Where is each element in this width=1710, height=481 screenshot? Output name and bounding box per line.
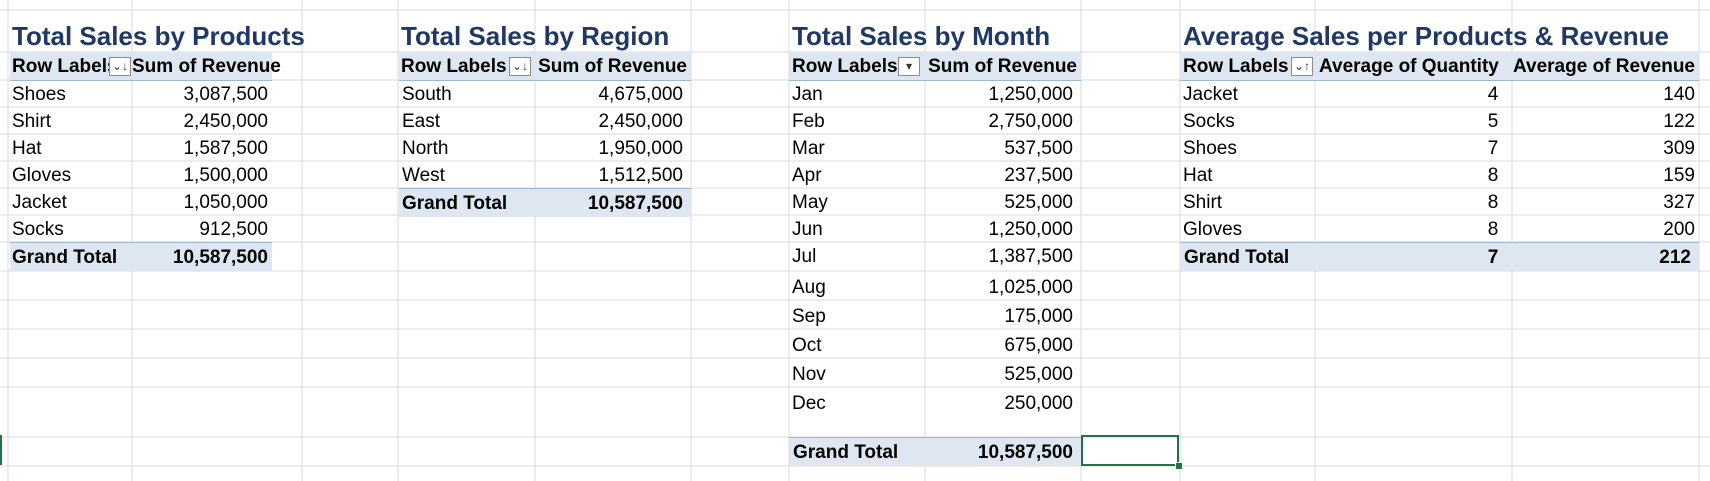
products-value-header: Sum of Revenue: [132, 52, 281, 81]
average-row-rev[interactable]: 140: [1663, 84, 1695, 105]
month-value-header: Sum of Revenue: [925, 52, 1081, 81]
average-row-label[interactable]: Shoes: [1183, 138, 1237, 159]
month-row-value[interactable]: 1,250,000: [988, 219, 1073, 240]
month-grand-total-value[interactable]: 10,587,500: [925, 437, 1081, 466]
average-row-label[interactable]: Shirt: [1183, 192, 1223, 213]
region-row-value[interactable]: 1,950,000: [598, 138, 683, 159]
average-revenue-header: Average of Revenue: [1512, 52, 1699, 81]
average-row-labels-header[interactable]: Row Labels ⌄↑: [1180, 52, 1315, 81]
average-row-rev[interactable]: 327: [1663, 192, 1695, 213]
month-row-value[interactable]: 1,387,500: [988, 246, 1073, 267]
average-pivot-title: Average Sales per Products & Revenue: [1183, 21, 1670, 51]
average-row-rev[interactable]: 200: [1663, 219, 1695, 240]
region-pivot-title: Total Sales by Region: [401, 21, 670, 51]
sort-descending-filter-icon[interactable]: ⌄↓: [509, 57, 531, 76]
products-row-value[interactable]: 1,050,000: [183, 192, 268, 213]
month-row-value[interactable]: 525,000: [1004, 192, 1073, 213]
month-grand-total-label[interactable]: Grand Total: [789, 437, 925, 466]
selected-cell[interactable]: [1081, 435, 1179, 466]
month-row-label[interactable]: Jun: [792, 219, 823, 240]
products-row-label[interactable]: Shoes: [12, 84, 66, 105]
month-row-label[interactable]: Jan: [792, 84, 823, 105]
month-row-label[interactable]: May: [792, 192, 828, 213]
region-row-label[interactable]: North: [402, 138, 449, 159]
month-row-labels-text: Row Labels: [792, 56, 898, 77]
month-row-label[interactable]: Apr: [792, 165, 822, 186]
region-grand-total-label[interactable]: Grand Total: [399, 188, 535, 217]
month-row-value[interactable]: 250,000: [1004, 393, 1073, 414]
average-row-qty[interactable]: 8: [1487, 192, 1499, 213]
products-row-label[interactable]: Shirt: [12, 111, 52, 132]
region-row-label[interactable]: South: [402, 84, 452, 105]
average-row-qty[interactable]: 7: [1487, 138, 1499, 159]
active-row-indicator: [0, 435, 2, 465]
products-row-label[interactable]: Hat: [12, 138, 42, 159]
average-row-qty[interactable]: 5: [1487, 111, 1499, 132]
month-row-label[interactable]: Nov: [792, 364, 826, 385]
region-row-label[interactable]: East: [402, 111, 441, 132]
average-row-label[interactable]: Hat: [1183, 165, 1213, 186]
products-row-labels-header[interactable]: Row Labels ⌄↓: [10, 52, 132, 81]
region-grand-total-value[interactable]: 10,587,500: [535, 188, 691, 217]
month-row-label[interactable]: Mar: [792, 138, 825, 159]
products-row-label[interactable]: Jacket: [12, 192, 67, 213]
month-row-value[interactable]: 1,025,000: [988, 277, 1073, 298]
average-row-label[interactable]: Socks: [1183, 111, 1235, 132]
region-row-labels-text: Row Labels: [401, 56, 507, 77]
month-row-label[interactable]: Feb: [792, 111, 825, 132]
month-pivot-title: Total Sales by Month: [792, 21, 1051, 51]
products-grand-total-label[interactable]: Grand Total: [10, 242, 132, 271]
products-pivot-title: Total Sales by Products: [12, 21, 305, 51]
average-row-label[interactable]: Gloves: [1183, 219, 1243, 240]
average-quantity-header: Average of Quantity: [1315, 52, 1512, 81]
average-row-rev[interactable]: 159: [1663, 165, 1695, 186]
products-row-labels-text: Row Labels: [12, 56, 118, 77]
region-row-label[interactable]: West: [402, 165, 445, 186]
average-row-rev[interactable]: 309: [1663, 138, 1695, 159]
products-row-value[interactable]: 912,500: [199, 219, 268, 240]
products-row-label[interactable]: Gloves: [12, 165, 72, 186]
average-row-label[interactable]: Jacket: [1183, 84, 1238, 105]
month-row-label[interactable]: Dec: [792, 393, 826, 414]
products-row-value[interactable]: 1,500,000: [183, 165, 268, 186]
month-row-label[interactable]: Oct: [792, 335, 822, 356]
average-row-qty[interactable]: 8: [1487, 219, 1499, 240]
dropdown-filter-icon[interactable]: ▾: [898, 57, 920, 76]
month-row-label[interactable]: Sep: [792, 306, 826, 327]
average-grand-total-label[interactable]: Grand Total: [1180, 242, 1315, 271]
month-row-label[interactable]: Jul: [792, 246, 817, 267]
region-row-value[interactable]: 4,675,000: [598, 84, 683, 105]
average-grand-total-rev[interactable]: 212: [1512, 242, 1699, 271]
products-row-value[interactable]: 3,087,500: [183, 84, 268, 105]
average-grand-total-qty-cell[interactable]: 7: [1315, 242, 1512, 271]
month-row-value[interactable]: 1,250,000: [988, 84, 1073, 105]
month-row-value[interactable]: 175,000: [1004, 306, 1073, 327]
month-row-label[interactable]: Aug: [792, 277, 826, 298]
month-row-value[interactable]: 537,500: [1004, 138, 1073, 159]
average-row-qty[interactable]: 4: [1487, 84, 1499, 105]
average-row-qty[interactable]: 8: [1487, 165, 1499, 186]
month-row-value[interactable]: 675,000: [1004, 335, 1073, 356]
sort-ascending-filter-icon[interactable]: ⌄↑: [1291, 57, 1313, 76]
month-row-value[interactable]: 525,000: [1004, 364, 1073, 385]
month-row-value[interactable]: 237,500: [1004, 165, 1073, 186]
sort-descending-filter-icon[interactable]: ⌄↓: [109, 57, 131, 76]
region-row-value[interactable]: 1,512,500: [598, 165, 683, 186]
products-row-value[interactable]: 1,587,500: [183, 138, 268, 159]
fill-handle[interactable]: [1175, 462, 1183, 470]
products-row-label[interactable]: Socks: [12, 219, 64, 240]
month-row-labels-header[interactable]: Row Labels ▾: [789, 52, 925, 81]
products-row-value[interactable]: 2,450,000: [183, 111, 268, 132]
average-row-labels-text: Row Labels: [1183, 56, 1289, 77]
region-row-value[interactable]: 2,450,000: [598, 111, 683, 132]
region-row-labels-header[interactable]: Row Labels ⌄↓: [399, 52, 535, 81]
month-row-value[interactable]: 2,750,000: [988, 111, 1073, 132]
average-row-rev[interactable]: 122: [1663, 111, 1695, 132]
region-value-header: Sum of Revenue: [535, 52, 691, 81]
average-grand-total-qty: 7: [1487, 247, 1499, 268]
products-grand-total-value[interactable]: 10,587,500: [132, 242, 272, 271]
